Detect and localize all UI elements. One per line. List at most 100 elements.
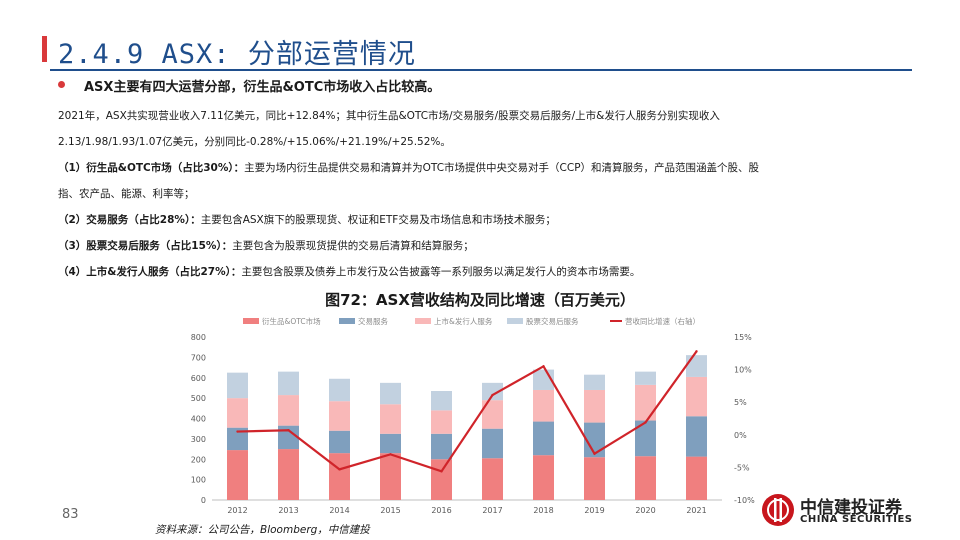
bar-segment	[431, 390, 452, 411]
company-logo: 中信建投证券 CHINA SECURITIES	[760, 490, 920, 530]
bar-segment	[686, 355, 707, 377]
y2-tick-label: 5%	[734, 398, 747, 407]
bar-segment	[380, 433, 401, 454]
growth-point	[695, 350, 698, 353]
bar-segment	[278, 425, 299, 450]
bar-segment	[533, 455, 554, 500]
bar-segment	[227, 427, 248, 451]
paragraph-summary: 2021年，ASX共实现营业收入7.11亿美元，同比+12.84%；其中衍生品&…	[58, 110, 720, 148]
growth-point	[644, 421, 647, 424]
y-tick-label: 400	[191, 415, 206, 424]
bar-segment	[431, 459, 452, 500]
y2-tick-label: 15%	[734, 333, 752, 342]
bar-segment	[431, 410, 452, 434]
growth-point	[287, 429, 290, 432]
bar-segment	[584, 422, 605, 458]
bar-segment	[686, 456, 707, 500]
growth-line	[237, 350, 698, 473]
legend-label: 营收同比增速（右轴）	[625, 316, 700, 326]
y-tick-label: 300	[191, 435, 206, 444]
bar-segment	[380, 453, 401, 500]
bar-segment	[686, 376, 707, 417]
y-tick-label: 800	[191, 333, 206, 342]
paragraph-trading: （2）交易服务（占比28%）：主要包含ASX旗下的股票现货、权证和ETF交易及市…	[58, 214, 556, 226]
growth-point	[338, 468, 341, 471]
bar-segment	[482, 458, 503, 500]
bar-segment	[329, 430, 350, 454]
bullet-icon	[58, 81, 65, 88]
y2-tick-label: -10%	[734, 496, 755, 505]
bar-segment	[482, 400, 503, 429]
y2-tick-label: 10%	[734, 366, 752, 375]
bar-segment	[482, 382, 503, 401]
logo-emblem-icon	[762, 494, 794, 526]
title-accent-bar	[42, 36, 47, 62]
legend-label: 衍生品&OTC市场	[262, 316, 321, 326]
logo-name-en: CHINA SECURITIES	[800, 514, 913, 525]
legend-label: 交易服务	[358, 316, 388, 326]
bar-segment	[533, 421, 554, 456]
title-bar: 2.4.9 ASX: 分部运营情况	[0, 0, 960, 70]
bar-segment	[533, 369, 554, 390]
x-tick-label: 2020	[635, 506, 655, 515]
paragraph-derivatives: （1）衍生品&OTC市场（占比30%）：主要为场内衍生品提供交易和清算并为OTC…	[58, 162, 760, 200]
bar-segment	[227, 372, 248, 399]
bar-segment	[635, 420, 656, 457]
bar-segment	[635, 456, 656, 500]
growth-point	[593, 452, 596, 455]
bar-segment	[635, 384, 656, 421]
x-tick-label: 2015	[380, 506, 400, 515]
bar-segment	[227, 398, 248, 428]
bar-segment	[584, 389, 605, 423]
bar-segment	[584, 374, 605, 390]
legend-label: 股票交易后服务	[526, 316, 579, 326]
growth-point	[542, 365, 545, 368]
bar-segment	[380, 404, 401, 434]
y2-tick-label: 0%	[734, 431, 747, 440]
y-tick-label: 600	[191, 374, 206, 383]
bar-segment	[584, 457, 605, 500]
bar-segment	[482, 428, 503, 459]
bar-segment	[278, 395, 299, 426]
legend-label: 上市&发行人服务	[434, 316, 493, 326]
y-tick-label: 500	[191, 394, 206, 403]
bar-segment	[329, 401, 350, 431]
legend-swatch	[339, 318, 355, 324]
x-tick-label: 2021	[686, 506, 706, 515]
page-number: 83	[62, 507, 79, 522]
figure-title: 图72：ASX营收结构及同比增速（百万美元）	[325, 291, 635, 309]
source-note: 资料来源：公司公告，Bloomberg，中信建投	[155, 524, 370, 536]
headline: ASX主要有四大运营分部，衍生品&OTC市场收入占比较高。	[84, 80, 441, 95]
bar-segment	[227, 450, 248, 500]
bar-segment	[329, 378, 350, 402]
bar-segment	[278, 449, 299, 500]
x-tick-label: 2012	[227, 506, 247, 515]
bar-segment	[431, 433, 452, 460]
x-tick-label: 2018	[533, 506, 553, 515]
growth-point	[491, 393, 494, 397]
bar-segment	[380, 382, 401, 405]
paragraph-listings: （4）上市&发行人服务（占比27%）：主要包含股票及债券上市发行及公告披露等一系…	[58, 266, 641, 278]
y-tick-label: 200	[191, 455, 206, 464]
logo-name-cn: 中信建投证券	[800, 498, 902, 518]
legend-swatch	[415, 318, 431, 324]
paragraph-post-trade: （3）股票交易后服务（占比15%）：主要包含为股票现货提供的交易后清算和结算服务…	[58, 240, 474, 252]
page-title: 2.4.9 ASX: 分部运营情况	[58, 39, 416, 70]
legend-swatch	[243, 318, 259, 324]
y-tick-label: 0	[201, 496, 206, 505]
y-tick-label: 100	[191, 476, 206, 485]
y2-tick-label: -5%	[734, 463, 750, 472]
bar-segment	[635, 371, 656, 385]
x-tick-label: 2013	[278, 506, 298, 515]
x-tick-label: 2016	[431, 506, 451, 515]
title-underline	[50, 69, 912, 71]
x-tick-label: 2019	[584, 506, 604, 515]
x-tick-label: 2017	[482, 506, 502, 515]
growth-point	[236, 430, 239, 433]
growth-point	[389, 453, 392, 456]
bar-segment	[686, 416, 707, 457]
bar-segment	[533, 389, 554, 422]
x-tick-label: 2014	[329, 506, 349, 515]
bar-segment	[329, 453, 350, 500]
bar-segment	[278, 371, 299, 396]
